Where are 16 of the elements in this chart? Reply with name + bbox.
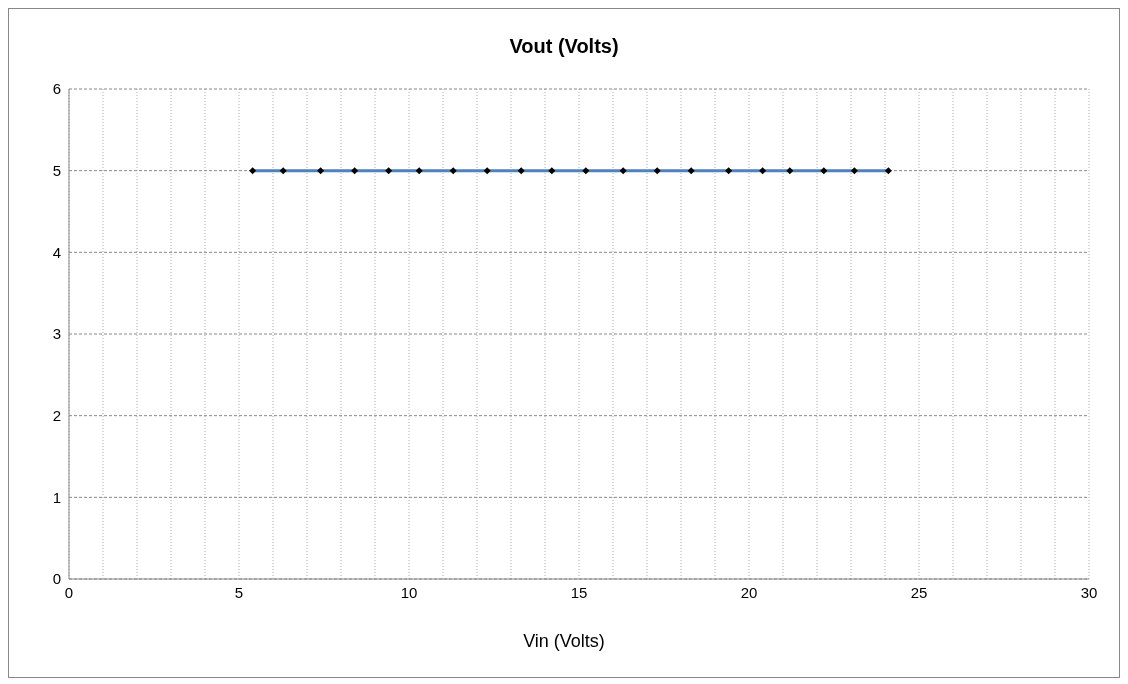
chart-title: Vout (Volts) <box>508 35 620 58</box>
y-tick-label: 1 <box>52 488 61 506</box>
y-tick-label: 2 <box>52 406 61 424</box>
y-tick-label: 3 <box>52 325 61 343</box>
x-tick-label: 0 <box>64 583 74 601</box>
x-tick-label: 30 <box>1080 583 1098 601</box>
x-tick-label: 15 <box>570 583 588 601</box>
x-tick-label: 10 <box>400 583 418 601</box>
y-tick-label: 6 <box>52 80 61 98</box>
y-tick-label: 4 <box>52 243 61 261</box>
x-tick-label: 5 <box>234 583 244 601</box>
y-tick-label: 0 <box>52 570 61 588</box>
x-tick-label: 20 <box>740 583 758 601</box>
x-tick-label: 25 <box>910 583 928 601</box>
x-axis-title: Vin (Volts) <box>522 631 606 652</box>
y-tick-label: 5 <box>52 161 61 179</box>
